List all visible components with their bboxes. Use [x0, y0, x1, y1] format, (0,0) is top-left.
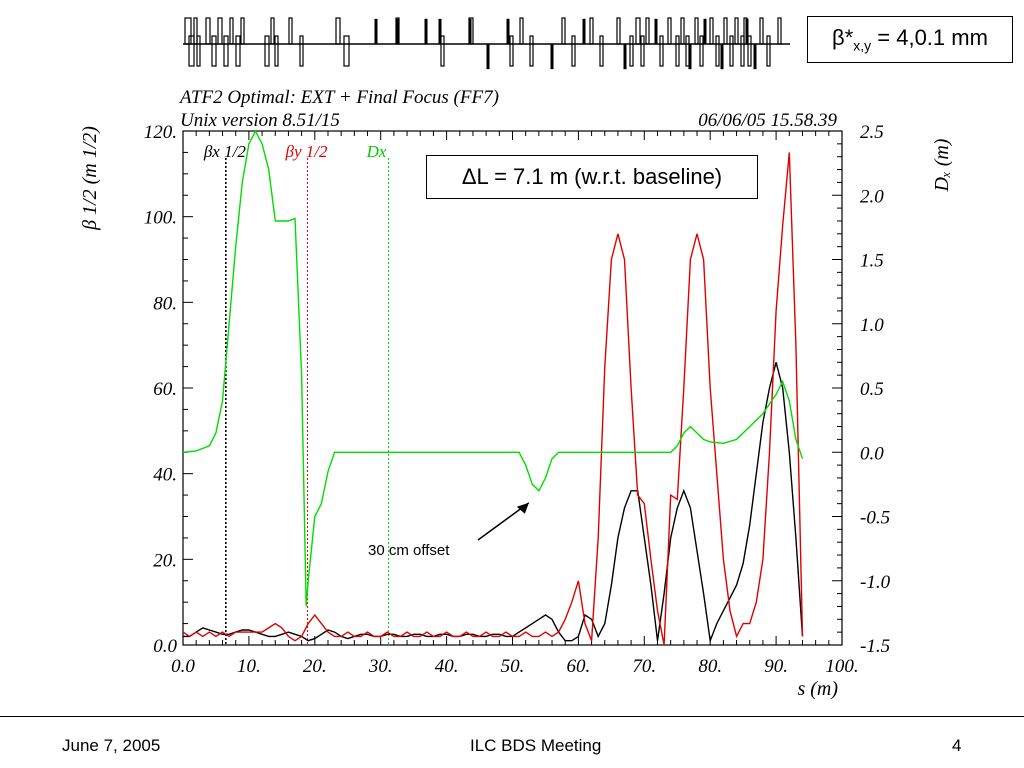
y-left-tick-label: 60. — [153, 379, 177, 400]
lattice-magnet — [645, 17, 650, 45]
lattice-magnet — [264, 35, 270, 67]
y-right-tick-label: -1.5 — [860, 636, 890, 657]
footer-meeting: ILC BDS Meeting — [470, 736, 602, 755]
beta-star-text: β*x,y = 4,0.1 mm — [832, 25, 988, 54]
y-right-tick-label: 0.5 — [860, 379, 884, 400]
optics-chart: ATF2 Optimal: EXT + Final Focus (FF7)Uni… — [79, 17, 953, 700]
y-left-tick-label: 120. — [144, 122, 177, 143]
lattice-magnet — [270, 17, 275, 45]
y-right-axis-label: Dₓ (m) — [931, 138, 953, 192]
lattice-magnet — [723, 17, 728, 45]
y-right-tick-label: -1.0 — [860, 572, 891, 593]
y-right-tick-label: 0.0 — [860, 443, 884, 464]
lattice-magnet — [235, 35, 241, 67]
delta-l-box: ΔL = 7.1 m (w.r.t. baseline) — [426, 155, 758, 199]
y-left-tick-label: 40. — [153, 465, 177, 486]
annotation-arrowhead — [516, 502, 529, 514]
y-right-tick-label: 1.0 — [860, 315, 884, 336]
lattice-magnet — [217, 17, 223, 45]
y-right-tick-label: 2.5 — [860, 122, 884, 143]
lattice-magnet — [509, 35, 514, 67]
chart-subtitle-right: 06/06/05 15.58.39 — [698, 110, 837, 131]
lattice-magnet — [635, 17, 641, 45]
chart-subtitle-left: Unix version 8.51/15 — [180, 110, 340, 131]
legend-marker-label: Dx — [366, 142, 387, 161]
lattice-magnet — [667, 17, 672, 45]
x-tick-label: 50. — [501, 656, 525, 677]
lattice-magnet — [747, 35, 752, 67]
x-tick-label: 30. — [368, 656, 393, 677]
lattice-magnet — [229, 17, 234, 45]
lattice-magnet — [188, 35, 195, 67]
lattice-magnet — [440, 35, 445, 67]
x-tick-label: 90. — [764, 656, 788, 677]
lattice-magnet — [675, 35, 680, 67]
lattice-magnet — [335, 17, 341, 45]
lattice-magnet — [777, 17, 782, 45]
x-tick-label: 10. — [237, 656, 261, 677]
lattice-magnet — [561, 17, 566, 45]
lattice-magnet — [640, 35, 645, 67]
lattice-magnet — [699, 35, 704, 67]
lattice-magnet — [223, 35, 229, 67]
legend-marker-label: βy 1/2 — [285, 142, 328, 161]
lattice-magnet — [759, 17, 764, 45]
lattice-magnet — [766, 35, 771, 67]
lattice-magnet — [211, 35, 217, 67]
x-tick-label: 40. — [435, 656, 459, 677]
lattice-magnet — [571, 35, 576, 67]
lattice-magnet — [205, 17, 211, 45]
x-tick-label: 70. — [632, 656, 656, 677]
y-left-axis-label: β 1/2 (m 1/2) — [79, 126, 101, 231]
y-right-tick-label: -0.5 — [860, 508, 890, 529]
lattice-magnet — [709, 17, 714, 45]
lattice-magnet — [680, 17, 685, 45]
y-right-tick-label: 1.5 — [860, 251, 884, 272]
lattice-magnet — [274, 35, 279, 67]
lattice-magnet — [193, 17, 198, 45]
x-axis-label: s (m) — [797, 678, 838, 700]
legend-marker-label: βx 1/2 — [203, 142, 246, 161]
lattice-magnet — [519, 17, 524, 45]
series-line — [182, 152, 804, 646]
x-tick-label: 0.0 — [171, 656, 195, 677]
footer-date: June 7, 2005 — [62, 736, 161, 755]
lattice-magnet — [734, 17, 739, 45]
lattice-magnet — [629, 35, 634, 67]
lattice-magnet — [288, 17, 293, 45]
lattice-magnet — [589, 17, 594, 45]
x-tick-label: 100. — [825, 656, 858, 677]
x-tick-label: 20. — [303, 656, 327, 677]
x-tick-label: 80. — [698, 656, 722, 677]
series-line — [182, 129, 804, 607]
y-right-tick-label: 2.0 — [860, 186, 884, 207]
lattice-magnet — [299, 35, 304, 67]
lattice-magnet — [599, 35, 604, 67]
lattice-magnet — [659, 35, 664, 67]
y-left-tick-label: 100. — [144, 208, 177, 229]
y-left-tick-label: 80. — [153, 293, 177, 314]
lattice-magnet — [694, 17, 699, 45]
lattice-magnet — [715, 35, 720, 67]
plot-frame — [182, 130, 843, 646]
y-left-tick-label: 0.0 — [153, 636, 177, 657]
y-left-tick-label: 20. — [153, 550, 177, 571]
lattice-magnet — [343, 35, 350, 67]
footer-page: 4 — [952, 736, 962, 755]
delta-l-text: ΔL = 7.1 m (w.r.t. baseline) — [461, 164, 723, 189]
lattice-magnet — [196, 35, 201, 67]
chart-title: ATF2 Optimal: EXT + Final Focus (FF7) — [178, 87, 499, 108]
lattice-magnet — [740, 35, 745, 67]
beta-star-box: β*x,y = 4,0.1 mm — [807, 16, 1013, 63]
lattice-magnet — [729, 35, 734, 67]
lattice-magnet — [616, 17, 621, 45]
x-tick-label: 60. — [567, 656, 591, 677]
series-line — [183, 362, 804, 644]
annotation-label: 30 cm offset — [368, 542, 450, 559]
lattice-magnet — [240, 17, 245, 45]
lattice-magnet — [529, 35, 534, 67]
lattice-magnet — [184, 17, 192, 45]
footer-divider — [0, 716, 1024, 717]
